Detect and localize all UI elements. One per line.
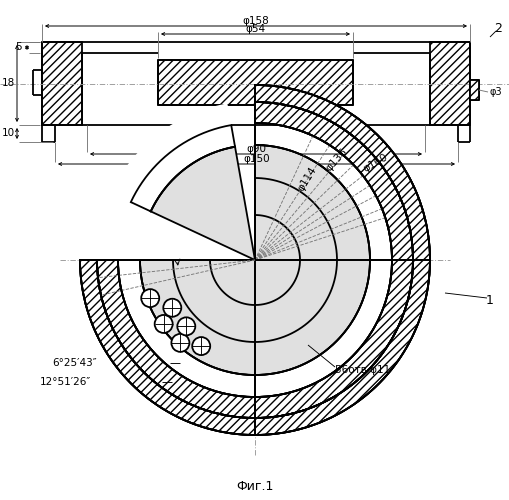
Circle shape	[141, 289, 159, 307]
Text: φ150: φ150	[243, 154, 270, 164]
Circle shape	[163, 298, 181, 317]
Text: φ90: φ90	[246, 144, 266, 154]
Wedge shape	[111, 104, 235, 212]
Bar	[0, 65, 509, 500]
Text: Фиг.1: Фиг.1	[236, 480, 274, 492]
Wedge shape	[151, 146, 255, 260]
Bar	[470, 80, 479, 100]
Text: φ3: φ3	[490, 87, 502, 97]
Text: φ54: φ54	[245, 24, 266, 34]
Text: 12°51′26″: 12°51′26″	[40, 377, 91, 387]
Bar	[158, 60, 353, 105]
Text: 1: 1	[486, 294, 494, 306]
Circle shape	[177, 318, 195, 336]
Text: φ136: φ136	[324, 146, 349, 173]
Text: 10: 10	[2, 128, 15, 138]
Bar	[430, 42, 470, 125]
Bar	[42, 42, 82, 125]
Text: 18: 18	[2, 78, 15, 88]
Text: 56отв φ11: 56отв φ11	[335, 365, 390, 375]
Circle shape	[155, 315, 173, 333]
Circle shape	[192, 337, 210, 355]
Text: 6°25′43″: 6°25′43″	[52, 358, 97, 368]
Text: φ114: φ114	[296, 165, 318, 193]
Wedge shape	[97, 102, 413, 418]
Wedge shape	[140, 145, 370, 375]
Text: φ158: φ158	[243, 16, 269, 26]
Text: 5: 5	[16, 42, 22, 52]
Wedge shape	[80, 85, 430, 435]
Text: 2: 2	[494, 22, 502, 36]
Text: φ160: φ160	[362, 152, 390, 174]
Circle shape	[172, 334, 189, 352]
Bar	[0, 17, 509, 147]
